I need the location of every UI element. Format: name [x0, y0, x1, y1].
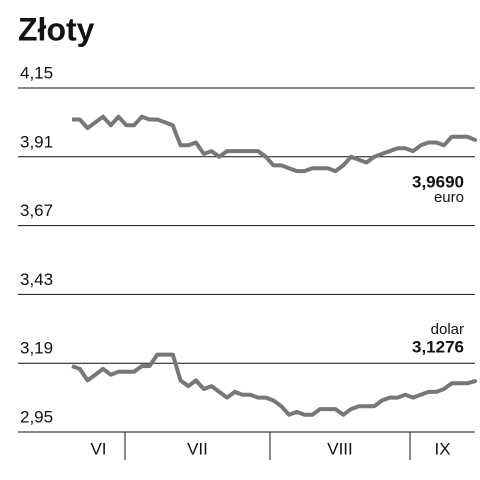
y-tick-label: 3,67 — [20, 201, 53, 220]
line-series — [72, 114, 476, 174]
y-tick-label: 3,43 — [20, 270, 53, 289]
y-tick-label: 4,15 — [20, 63, 53, 82]
series-label: dolar — [431, 321, 464, 338]
y-tick-label: 3,19 — [20, 339, 53, 358]
x-tick-label: VI — [90, 439, 106, 458]
value-label: 3,1276 — [412, 337, 464, 356]
value-label: 3,9690 — [412, 172, 464, 191]
end-marker — [473, 137, 477, 142]
y-tick-label: 3,91 — [20, 132, 53, 151]
chart-title: Złoty — [18, 11, 95, 47]
x-tick-label: VII — [187, 439, 208, 458]
x-tick-label: IX — [434, 439, 450, 458]
series-label: euro — [434, 189, 464, 206]
line-series — [71, 352, 476, 417]
x-tick-label: VIII — [327, 439, 353, 458]
end-marker — [473, 379, 477, 384]
y-tick-label: 2,95 — [20, 407, 53, 426]
